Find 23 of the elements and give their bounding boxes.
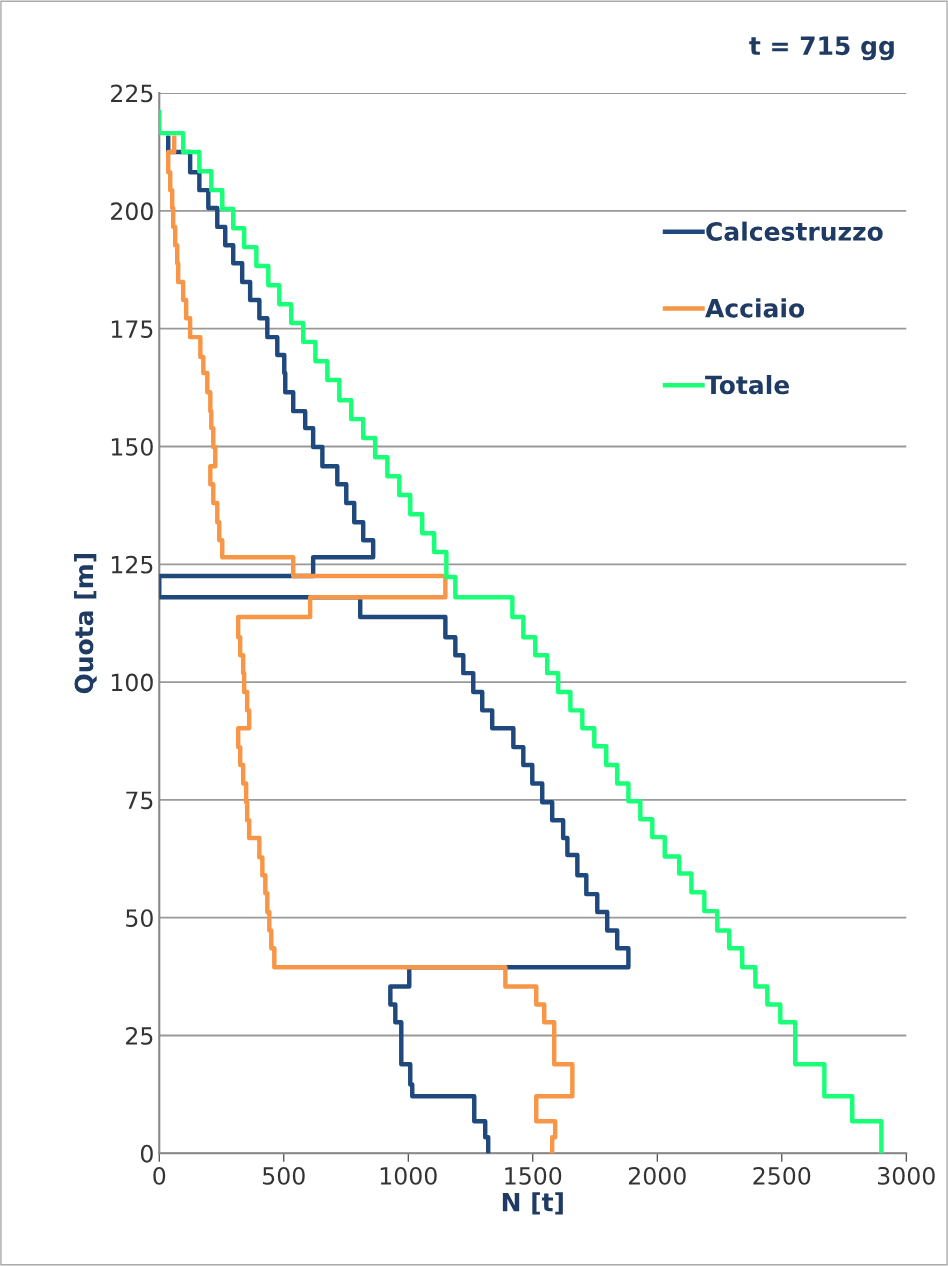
chart-title: t = 715 gg [749, 36, 894, 61]
y-tick-label: 225 [111, 84, 153, 103]
y-tick-label: 125 [111, 555, 153, 574]
x-tick-label: 0 [153, 1166, 166, 1185]
y-axis-title: Quota [m] [74, 554, 97, 694]
x-tick-label: 2500 [753, 1166, 811, 1185]
y-tick-label: 200 [111, 202, 153, 221]
x-tick-label: 1000 [380, 1166, 437, 1185]
x-tick-label: 1500 [505, 1166, 562, 1185]
x-tick-label: 3000 [878, 1166, 935, 1185]
y-tick-label: 75 [126, 791, 153, 810]
x-tick-label: 500 [263, 1166, 305, 1185]
x-axis-title: N [t] [502, 1192, 563, 1215]
y-tick-label: 50 [126, 909, 153, 928]
y-tick-label: 25 [126, 1026, 153, 1045]
y-tick-label: 0 [140, 1144, 153, 1163]
y-tick-label: 100 [111, 673, 153, 692]
legend-label: Calcestruzzo [706, 221, 883, 241]
y-tick-label: 150 [111, 437, 153, 456]
legend-label: Acciaio [705, 298, 805, 318]
y-tick-label: 175 [111, 320, 153, 338]
legend-label: Totale [705, 374, 790, 395]
x-tick-label: 2000 [628, 1166, 686, 1185]
